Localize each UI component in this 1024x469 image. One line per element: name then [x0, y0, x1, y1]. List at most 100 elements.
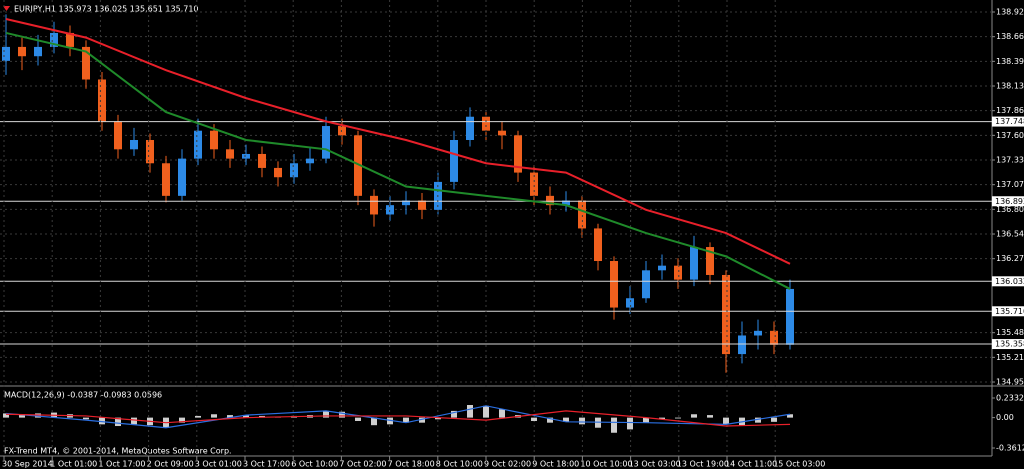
macd-bar: [483, 405, 489, 418]
macd-bar: [435, 417, 441, 420]
candle-body: [402, 200, 410, 206]
y-tick-label: 138.130: [996, 82, 1024, 91]
candle-body: [690, 247, 698, 280]
indicator-line: [5, 405, 791, 429]
candle-body: [258, 153, 266, 168]
indicator-line: [5, 410, 791, 427]
y-tick-label: 135.215: [996, 353, 1024, 362]
x-tick-label: 1 Oct 01:00: [50, 460, 97, 469]
macd-bar: [19, 414, 25, 418]
candle-body: [498, 130, 506, 136]
x-tick-label: 9 Oct 18:00: [532, 460, 579, 469]
y-tick-label: 138.395: [996, 57, 1024, 66]
macd-bar: [179, 417, 185, 423]
y-tick-label: 134.950: [996, 378, 1024, 387]
level-label: 136.892: [995, 197, 1024, 206]
candle-body: [242, 153, 250, 159]
candle-body: [178, 158, 186, 196]
macd-bar: [707, 415, 713, 418]
candle-body: [642, 270, 650, 299]
candle-body: [354, 135, 362, 196]
macd-bar: [451, 410, 457, 418]
indicator-line: [5, 18, 791, 265]
candle-body: [386, 205, 394, 215]
y-tick-label: 137.070: [996, 180, 1024, 189]
x-tick-label: 30 Sep 2014: [2, 460, 53, 469]
macd-bar: [627, 417, 633, 430]
candle-body: [370, 195, 378, 215]
macd-bar: [227, 415, 233, 418]
y-tick-label: 136.540: [996, 230, 1024, 239]
x-tick-label: 3 Oct 17:00: [243, 460, 290, 469]
macd-bar: [83, 417, 89, 420]
candle-body: [594, 228, 602, 262]
candle-body: [130, 140, 138, 150]
macd-bar: [531, 417, 537, 421]
y-tick-label: 0.2332: [996, 394, 1024, 403]
macd-bar: [611, 417, 617, 433]
y-tick-label: 138.925: [996, 8, 1024, 17]
y-tick-label: -0.3612: [996, 443, 1024, 452]
level-label: 135.710: [995, 307, 1024, 316]
footer: FX-Trend MT4, © 2001-2014, MetaQuotes So…: [4, 447, 232, 456]
candle-body: [738, 335, 746, 355]
candle-body: [274, 167, 282, 178]
y-tick-label: 138.660: [996, 32, 1024, 41]
candle-body: [770, 330, 778, 345]
candle-body: [146, 140, 154, 164]
macd-bar: [643, 417, 649, 423]
symbol-marker: [3, 6, 10, 11]
level-label: 135.358: [995, 340, 1024, 349]
x-tick-label: 9 Oct 02:00: [484, 460, 531, 469]
candle-body: [34, 46, 42, 57]
candle-body: [450, 140, 458, 182]
macd-bar: [3, 413, 9, 418]
macd-bar: [211, 414, 217, 418]
candle-body: [658, 265, 666, 271]
macd-bar: [371, 417, 377, 426]
candle-body: [114, 121, 122, 150]
macd-bar: [355, 417, 361, 421]
macd-bar: [563, 417, 569, 422]
x-tick-label: 10 Oct 10:00: [580, 460, 632, 469]
x-tick-label: 6 Oct 10:00: [291, 460, 338, 469]
y-tick-label: 136.275: [996, 254, 1024, 263]
candle-body: [162, 163, 170, 196]
macd-bar: [499, 409, 505, 418]
chart-title: EURJPY,H1 135.973 136.025 135.651 135.71…: [14, 5, 199, 14]
candle-body: [66, 32, 74, 47]
macd-bar: [675, 417, 681, 419]
x-tick-label: 8 Oct 10:00: [436, 460, 483, 469]
candle-body: [322, 126, 330, 159]
x-tick-label: 14 Oct 11:00: [725, 460, 777, 469]
level-label-box: [992, 339, 1024, 350]
candle-body: [674, 265, 682, 280]
candle-body: [306, 158, 314, 164]
candle-body: [786, 288, 794, 345]
candle-body: [50, 32, 58, 47]
macd-bar: [403, 417, 409, 423]
y-tick-label: 0.00: [996, 413, 1014, 422]
x-tick-label: 7 Oct 02:00: [339, 460, 386, 469]
candle-body: [530, 172, 538, 196]
macd-bar: [387, 417, 393, 425]
candle-body: [546, 195, 554, 206]
candle-body: [82, 46, 90, 80]
y-tick-label: 137.865: [996, 106, 1024, 115]
level-label-box: [992, 306, 1024, 317]
candle-body: [18, 46, 26, 57]
candle-body: [226, 149, 234, 159]
candle-body: [722, 274, 730, 355]
level-label: 136.032: [995, 277, 1024, 286]
candle-body: [466, 116, 474, 140]
candle-body: [338, 126, 346, 136]
candle-body: [98, 79, 106, 122]
y-tick-label: 136.805: [996, 205, 1024, 214]
macd-bar: [131, 417, 137, 425]
x-tick-label: 13 Oct 03:00: [629, 460, 681, 469]
candle-body: [194, 130, 202, 159]
macd-bar: [659, 417, 665, 420]
y-tick-label: 137.600: [996, 131, 1024, 140]
y-tick-label: 137.335: [996, 156, 1024, 165]
